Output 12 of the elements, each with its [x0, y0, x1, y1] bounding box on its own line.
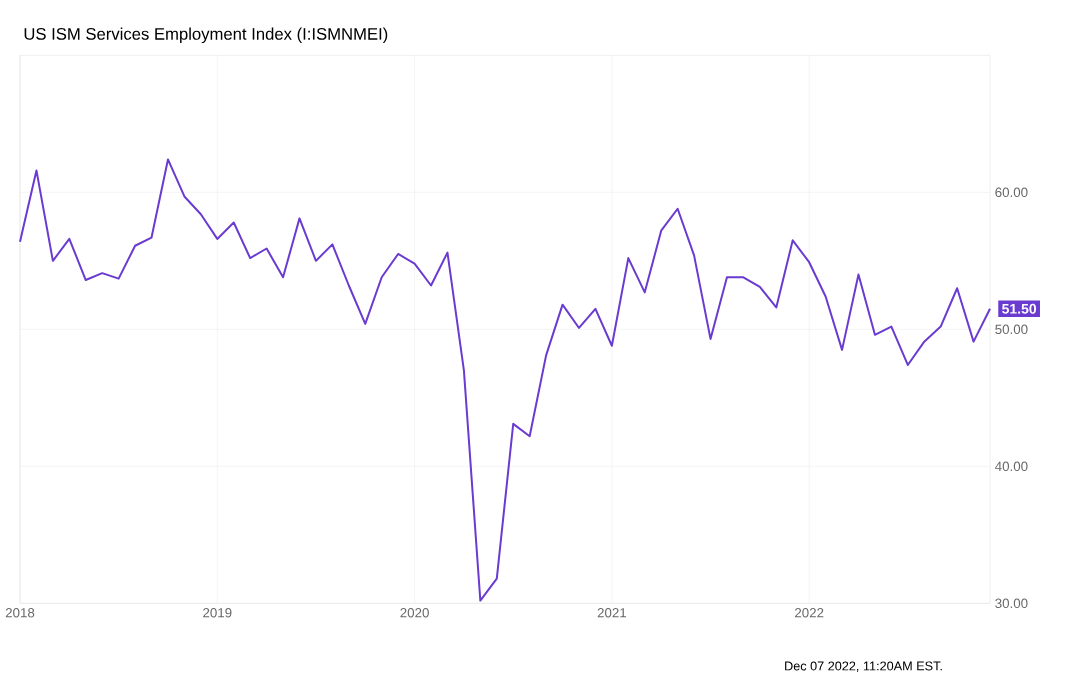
y-tick-label: 40.00: [995, 461, 1028, 472]
x-tick-label: 2018: [5, 608, 35, 618]
y-tick-label: 30.00: [995, 598, 1028, 609]
x-tick-label: 2020: [400, 608, 429, 618]
x-tick-label: 2022: [795, 608, 824, 618]
annotation: 51.50: [1002, 303, 1037, 314]
y-tick-label: 60.00: [995, 187, 1028, 198]
x-tick-label: 2019: [203, 608, 232, 618]
text: Dec 07 2022, 11:20AM EST.: [785, 661, 942, 672]
y-tick-label: 50.00: [995, 324, 1028, 335]
chart-title: US ISM Services Employment Index (I:ISMNMEI): [24, 27, 388, 44]
x-tick-label: 2021: [597, 608, 627, 618]
